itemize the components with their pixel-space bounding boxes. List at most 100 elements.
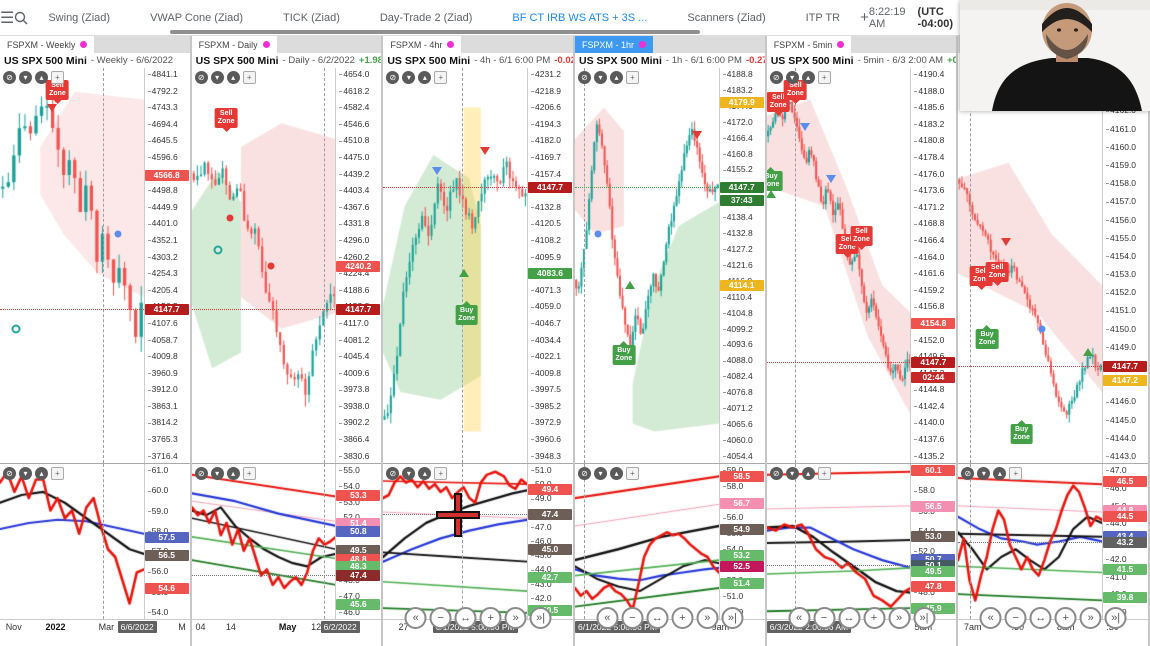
scale-up-button[interactable]: ▴ — [801, 71, 815, 84]
disable-drawings-button[interactable]: ⊘ — [194, 467, 208, 480]
scale-down-button[interactable]: ▾ — [402, 467, 416, 480]
indicator-canvas[interactable] — [0, 464, 144, 619]
scale-down-button[interactable]: ▾ — [594, 71, 608, 84]
scale-down-button[interactable]: ▾ — [977, 467, 991, 480]
add-indicator-button[interactable]: + — [51, 71, 64, 84]
search-icon[interactable] — [14, 3, 28, 33]
indicator-canvas[interactable] — [766, 464, 911, 619]
workspace-tab-5[interactable]: BF CT IRB WS ATS + 3S ... — [492, 3, 667, 33]
candles-canvas[interactable] — [766, 68, 911, 463]
nav-forward-button[interactable]: » — [504, 607, 527, 629]
nav-last-button[interactable]: »| — [529, 607, 552, 629]
time-axis[interactable]: Nov 2022 Mar M 6/6/2022 — [0, 620, 190, 637]
scale-up-button[interactable]: ▴ — [993, 467, 1007, 480]
chart-tab-daily[interactable]: FSPXM - Daily — [191, 36, 277, 53]
scale-down-button[interactable]: ▾ — [19, 467, 32, 480]
indicator-plot[interactable] — [958, 464, 1103, 619]
scale-up-button[interactable]: ▴ — [35, 71, 48, 84]
chart-tab-weekly[interactable]: FSPXM - Weekly — [0, 36, 95, 53]
add-indicator-button[interactable]: + — [51, 467, 64, 480]
disable-drawings-button[interactable]: ⊘ — [3, 71, 16, 84]
indicator-canvas[interactable] — [575, 464, 719, 619]
nav-fit-button[interactable]: ↔ — [454, 607, 477, 629]
nav-fit-button[interactable]: ↔ — [838, 607, 861, 629]
nav-fit-button[interactable]: ↔ — [1029, 607, 1052, 629]
add-indicator-button[interactable]: + — [242, 71, 256, 84]
chart-tab-1hr[interactable]: FSPXM - 1hr — [575, 36, 654, 53]
disable-drawings-button[interactable]: ⊘ — [769, 71, 783, 84]
disable-drawings-button[interactable]: ⊘ — [386, 71, 400, 84]
add-indicator-button[interactable]: + — [1009, 467, 1023, 480]
scale-down-button[interactable]: ▾ — [785, 71, 799, 84]
disable-drawings-button[interactable]: ⊘ — [961, 467, 975, 480]
workspace-tab-1[interactable]: Swing (Ziad) — [48, 11, 111, 24]
candles-canvas[interactable] — [0, 68, 144, 463]
scale-up-button[interactable]: ▴ — [35, 467, 48, 480]
nav-zoom-out-button[interactable]: − — [429, 607, 452, 629]
scale-up-button[interactable]: ▴ — [418, 467, 432, 480]
scale-up-button[interactable]: ▴ — [226, 467, 240, 480]
indicator-price-axis[interactable]: 51.050.049.048.047.046.045.044.043.042.0… — [527, 464, 574, 619]
nav-forward-button[interactable]: » — [1079, 607, 1102, 629]
scale-down-button[interactable]: ▾ — [210, 467, 224, 480]
scale-up-button[interactable]: ▴ — [418, 71, 432, 84]
candles-canvas[interactable] — [575, 68, 719, 463]
indicator-plot[interactable] — [766, 464, 911, 619]
workspace-tab-7[interactable]: ITP TR — [805, 11, 841, 24]
disable-drawings-button[interactable]: ⊘ — [3, 467, 16, 480]
add-indicator-button[interactable]: + — [626, 71, 640, 84]
chart-tab-5min[interactable]: FSPXM - 5min — [766, 36, 852, 53]
price-plot[interactable]: Sell Zone Sell Zone Buy Zone Buy Zone — [958, 68, 1103, 463]
add-indicator-button[interactable]: + — [434, 71, 448, 84]
nav-zoom-out-button[interactable]: − — [1004, 607, 1027, 629]
indicator-price-axis[interactable]: 55.054.053.052.051.050.049.048.047.046.0… — [335, 464, 382, 619]
candles-canvas[interactable] — [383, 68, 528, 463]
nav-fit-button[interactable]: ↔ — [646, 607, 669, 629]
time-axis[interactable]: 04 14 May 12 6/2/2022 — [191, 620, 382, 637]
nav-forward-button[interactable]: » — [888, 607, 911, 629]
indicator-price-axis[interactable]: 47.046.045.044.043.042.041.040.039.046.5… — [1102, 464, 1149, 619]
indicator-price-axis[interactable]: 61.060.059.058.057.056.055.054.057.556.5… — [143, 464, 190, 619]
nav-zoom-in-button[interactable]: + — [863, 607, 886, 629]
price-plot[interactable]: Buy Zone — [383, 68, 528, 463]
indicator-plot[interactable] — [0, 464, 144, 619]
price-price-axis[interactable]: 4164.04163.04162.04161.04160.04159.04158… — [1102, 68, 1149, 463]
add-workspace-button[interactable]: + — [860, 9, 869, 26]
nav-last-button[interactable]: »| — [1104, 607, 1127, 629]
nav-last-button[interactable]: »| — [913, 607, 936, 629]
add-indicator-button[interactable]: + — [817, 71, 831, 84]
scale-up-button[interactable]: ▴ — [610, 467, 624, 480]
indicator-canvas[interactable] — [191, 464, 336, 619]
indicator-plot[interactable] — [383, 464, 528, 619]
disable-drawings-button[interactable]: ⊘ — [578, 467, 592, 480]
nav-forward-button[interactable]: » — [696, 607, 719, 629]
tab-scroll-indicator[interactable] — [170, 30, 700, 34]
scale-down-button[interactable]: ▾ — [594, 467, 608, 480]
disable-drawings-button[interactable]: ⊘ — [578, 71, 592, 84]
price-price-axis[interactable]: 4841.14792.24743.34694.44645.54596.64547… — [143, 68, 190, 463]
add-indicator-button[interactable]: + — [242, 467, 256, 480]
indicator-plot[interactable] — [191, 464, 336, 619]
workspace-tab-3[interactable]: TICK (Ziad) — [283, 11, 340, 24]
scale-up-button[interactable]: ▴ — [226, 71, 240, 84]
price-plot[interactable]: Sell Zone — [0, 68, 144, 463]
disable-drawings-button[interactable]: ⊘ — [386, 467, 400, 480]
nav-first-button[interactable]: « — [404, 607, 427, 629]
price-price-axis[interactable]: 4190.4 4188.0 4185.6 4183.2 4180.8 4178.4 4176… — [910, 68, 957, 463]
chart-tab-4hr[interactable]: FSPXM - 4hr — [383, 36, 462, 53]
price-price-axis[interactable]: 4188.84183.24177.64172.04166.44160.84155… — [718, 68, 765, 463]
price-plot[interactable]: Sell Zone Sell Zone Sell Zone Sell Zone Buy … — [766, 68, 911, 463]
scale-up-button[interactable]: ▴ — [610, 71, 624, 84]
disable-drawings-button[interactable]: ⊘ — [194, 71, 208, 84]
menu-icon[interactable]: ☰ — [0, 9, 15, 27]
indicator-price-axis[interactable]: 59.058.057.056.055.054.053.052.051.050.0… — [718, 464, 765, 619]
nav-zoom-in-button[interactable]: + — [1054, 607, 1077, 629]
scale-up-button[interactable]: ▴ — [801, 467, 815, 480]
add-indicator-button[interactable]: + — [434, 467, 448, 480]
price-plot[interactable]: Buy Zone — [575, 68, 719, 463]
nav-first-button[interactable]: « — [596, 607, 619, 629]
indicator-canvas[interactable] — [383, 464, 528, 619]
nav-zoom-out-button[interactable]: − — [621, 607, 644, 629]
workspace-tab-6[interactable]: Scanners (Ziad) — [687, 11, 766, 24]
add-indicator-button[interactable]: + — [817, 467, 831, 480]
